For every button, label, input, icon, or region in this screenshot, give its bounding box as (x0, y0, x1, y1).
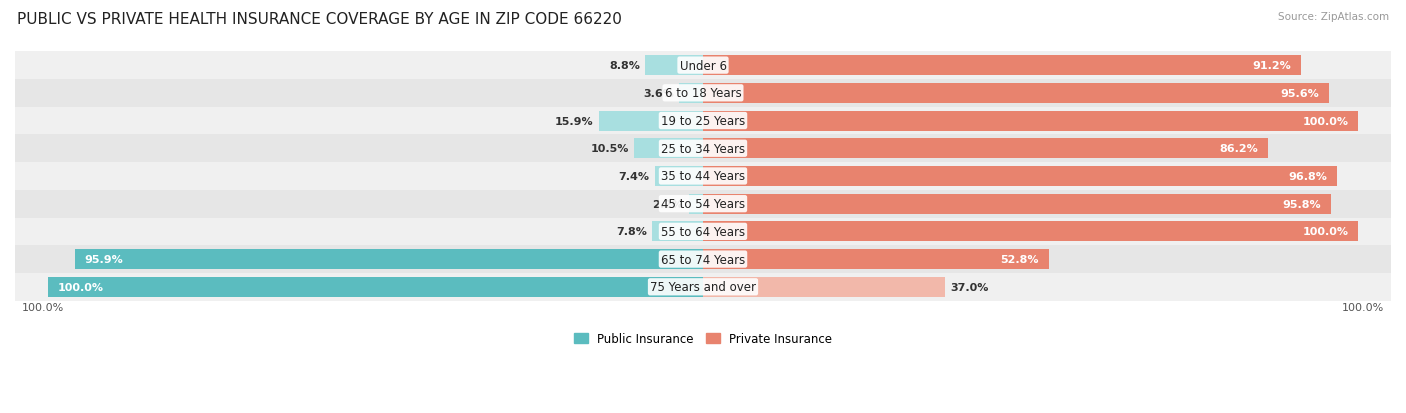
Text: 45 to 54 Years: 45 to 54 Years (661, 198, 745, 211)
Bar (599, 111, 703, 131)
Text: 37.0%: 37.0% (950, 282, 988, 292)
Text: 86.2%: 86.2% (1219, 144, 1258, 154)
Text: 10.5%: 10.5% (591, 144, 628, 154)
Text: 19 to 25 Years: 19 to 25 Years (661, 115, 745, 128)
Text: Source: ZipAtlas.com: Source: ZipAtlas.com (1278, 12, 1389, 22)
Bar (15, 107, 1391, 135)
Text: 100.0%: 100.0% (1343, 302, 1385, 312)
Text: 7.8%: 7.8% (616, 227, 647, 237)
Text: 95.9%: 95.9% (84, 254, 124, 264)
Text: 6 to 18 Years: 6 to 18 Years (665, 87, 741, 100)
Text: 65 to 74 Years: 65 to 74 Years (661, 253, 745, 266)
Text: 95.6%: 95.6% (1281, 89, 1320, 99)
Bar (15, 163, 1391, 190)
Bar (703, 166, 1337, 187)
Bar (48, 277, 703, 297)
Text: 96.8%: 96.8% (1288, 171, 1327, 182)
Bar (655, 166, 703, 187)
Text: 52.8%: 52.8% (1001, 254, 1039, 264)
Legend: Public Insurance, Private Insurance: Public Insurance, Private Insurance (569, 328, 837, 350)
Text: 95.8%: 95.8% (1282, 199, 1320, 209)
Bar (703, 277, 945, 297)
Text: 100.0%: 100.0% (1302, 116, 1348, 126)
Bar (652, 222, 703, 242)
Bar (703, 56, 1301, 76)
Bar (15, 135, 1391, 163)
Bar (679, 84, 703, 104)
Bar (689, 194, 703, 214)
Text: 55 to 64 Years: 55 to 64 Years (661, 225, 745, 238)
Text: 8.8%: 8.8% (609, 61, 640, 71)
Bar (703, 84, 1330, 104)
Text: 2.2%: 2.2% (652, 199, 683, 209)
Bar (703, 194, 1330, 214)
Bar (703, 249, 1049, 269)
Text: 75 Years and over: 75 Years and over (650, 280, 756, 294)
Text: 100.0%: 100.0% (1302, 227, 1348, 237)
Text: 25 to 34 Years: 25 to 34 Years (661, 142, 745, 155)
Bar (703, 111, 1358, 131)
Bar (634, 139, 703, 159)
Text: 7.4%: 7.4% (619, 171, 650, 182)
Text: 35 to 44 Years: 35 to 44 Years (661, 170, 745, 183)
Text: 3.6%: 3.6% (644, 89, 673, 99)
Bar (703, 139, 1268, 159)
Bar (15, 80, 1391, 107)
Bar (15, 52, 1391, 80)
Bar (15, 218, 1391, 246)
Bar (15, 246, 1391, 273)
Text: 91.2%: 91.2% (1251, 61, 1291, 71)
Text: 15.9%: 15.9% (555, 116, 593, 126)
Text: PUBLIC VS PRIVATE HEALTH INSURANCE COVERAGE BY AGE IN ZIP CODE 66220: PUBLIC VS PRIVATE HEALTH INSURANCE COVER… (17, 12, 621, 27)
Text: 100.0%: 100.0% (21, 302, 63, 312)
Text: Under 6: Under 6 (679, 59, 727, 72)
Bar (75, 249, 703, 269)
Bar (15, 190, 1391, 218)
Bar (645, 56, 703, 76)
Bar (703, 222, 1358, 242)
Bar (15, 273, 1391, 301)
Text: 100.0%: 100.0% (58, 282, 104, 292)
